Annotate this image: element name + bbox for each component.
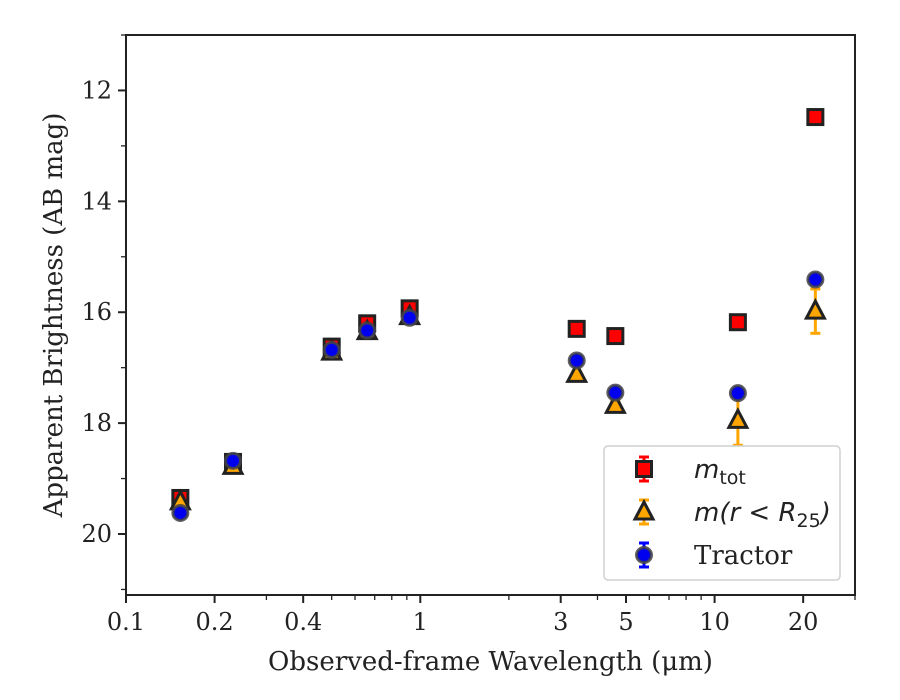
legend-label-subscript: tot [719, 467, 746, 489]
axis-ticks: 0.1 0.2 0.4 1 3 5 10 20 12 14 16 18 20 [81, 34, 856, 636]
tractor-point [224, 451, 243, 470]
legend-label: mtot [694, 455, 746, 489]
y-tick-label: 18 [81, 409, 112, 437]
x-axis-title: Observed-frame Wavelength (μm) [268, 647, 713, 677]
y-axis-title: Apparent Brightness (AB mag) [39, 113, 69, 519]
mtot-point [567, 319, 586, 338]
y-tick-label: 12 [81, 76, 112, 104]
mr25-point [603, 392, 627, 414]
x-tick-label: 3 [553, 608, 568, 636]
mtot-point [806, 108, 825, 127]
y-tick-label: 20 [81, 520, 112, 548]
x-tick-label: 20 [788, 608, 819, 636]
x-tick-label: 1 [413, 608, 428, 636]
legend: mtot m(r < R25) Tractor [603, 445, 841, 581]
legend-label-suffix: ) [819, 498, 831, 528]
mtot-point [606, 327, 625, 346]
data-points [168, 108, 827, 522]
mr25-point [565, 361, 589, 383]
legend-label-base: Tractor [694, 541, 793, 571]
x-tick-label: 10 [699, 608, 730, 636]
tractor-point [358, 321, 377, 340]
tractor-point [728, 384, 747, 403]
legend-item: m(r < R25) [632, 498, 831, 532]
legend-item: Tractor [635, 541, 793, 571]
x-tick-label: 0.1 [107, 608, 145, 636]
legend-tractor-point-marker [635, 546, 653, 564]
legend-mtot-point-marker [635, 460, 653, 478]
legend-box [603, 445, 841, 581]
tractor-point [606, 383, 625, 402]
legend-mr25-point-marker [632, 498, 656, 521]
tractor-point [806, 270, 825, 289]
legend-item: mtot [635, 455, 746, 489]
legend-label: Tractor [694, 541, 793, 571]
x-tick-label: 5 [618, 608, 633, 636]
legend-label-subscript: 25 [797, 510, 821, 532]
mtot-point [728, 313, 747, 332]
tractor-point [400, 308, 419, 327]
legend-label-base: m [694, 455, 719, 485]
tractor-point [322, 340, 341, 359]
tractor-point [567, 351, 586, 370]
mr25-point [803, 297, 827, 320]
legend-label-base: m(r < R [694, 498, 797, 528]
x-tick-label: 0.2 [196, 608, 234, 636]
y-tick-label: 16 [81, 298, 112, 326]
legend-label: m(r < R25) [694, 498, 831, 532]
x-tick-label: 0.4 [284, 608, 322, 636]
plot-frame [125, 34, 856, 596]
tractor-points [171, 270, 825, 522]
y-tick-label: 14 [81, 187, 112, 215]
tractor-point [171, 503, 190, 522]
mr25-point [726, 407, 750, 429]
